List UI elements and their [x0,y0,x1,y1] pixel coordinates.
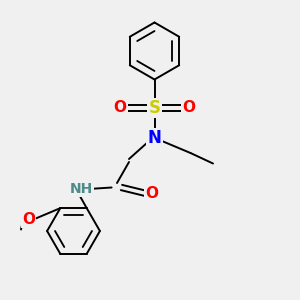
Text: NH: NH [69,182,93,196]
Text: O: O [182,100,196,116]
Text: O: O [113,100,127,116]
Text: O: O [22,212,35,226]
Text: O: O [145,186,158,201]
Text: S: S [148,99,160,117]
Text: N: N [148,129,161,147]
